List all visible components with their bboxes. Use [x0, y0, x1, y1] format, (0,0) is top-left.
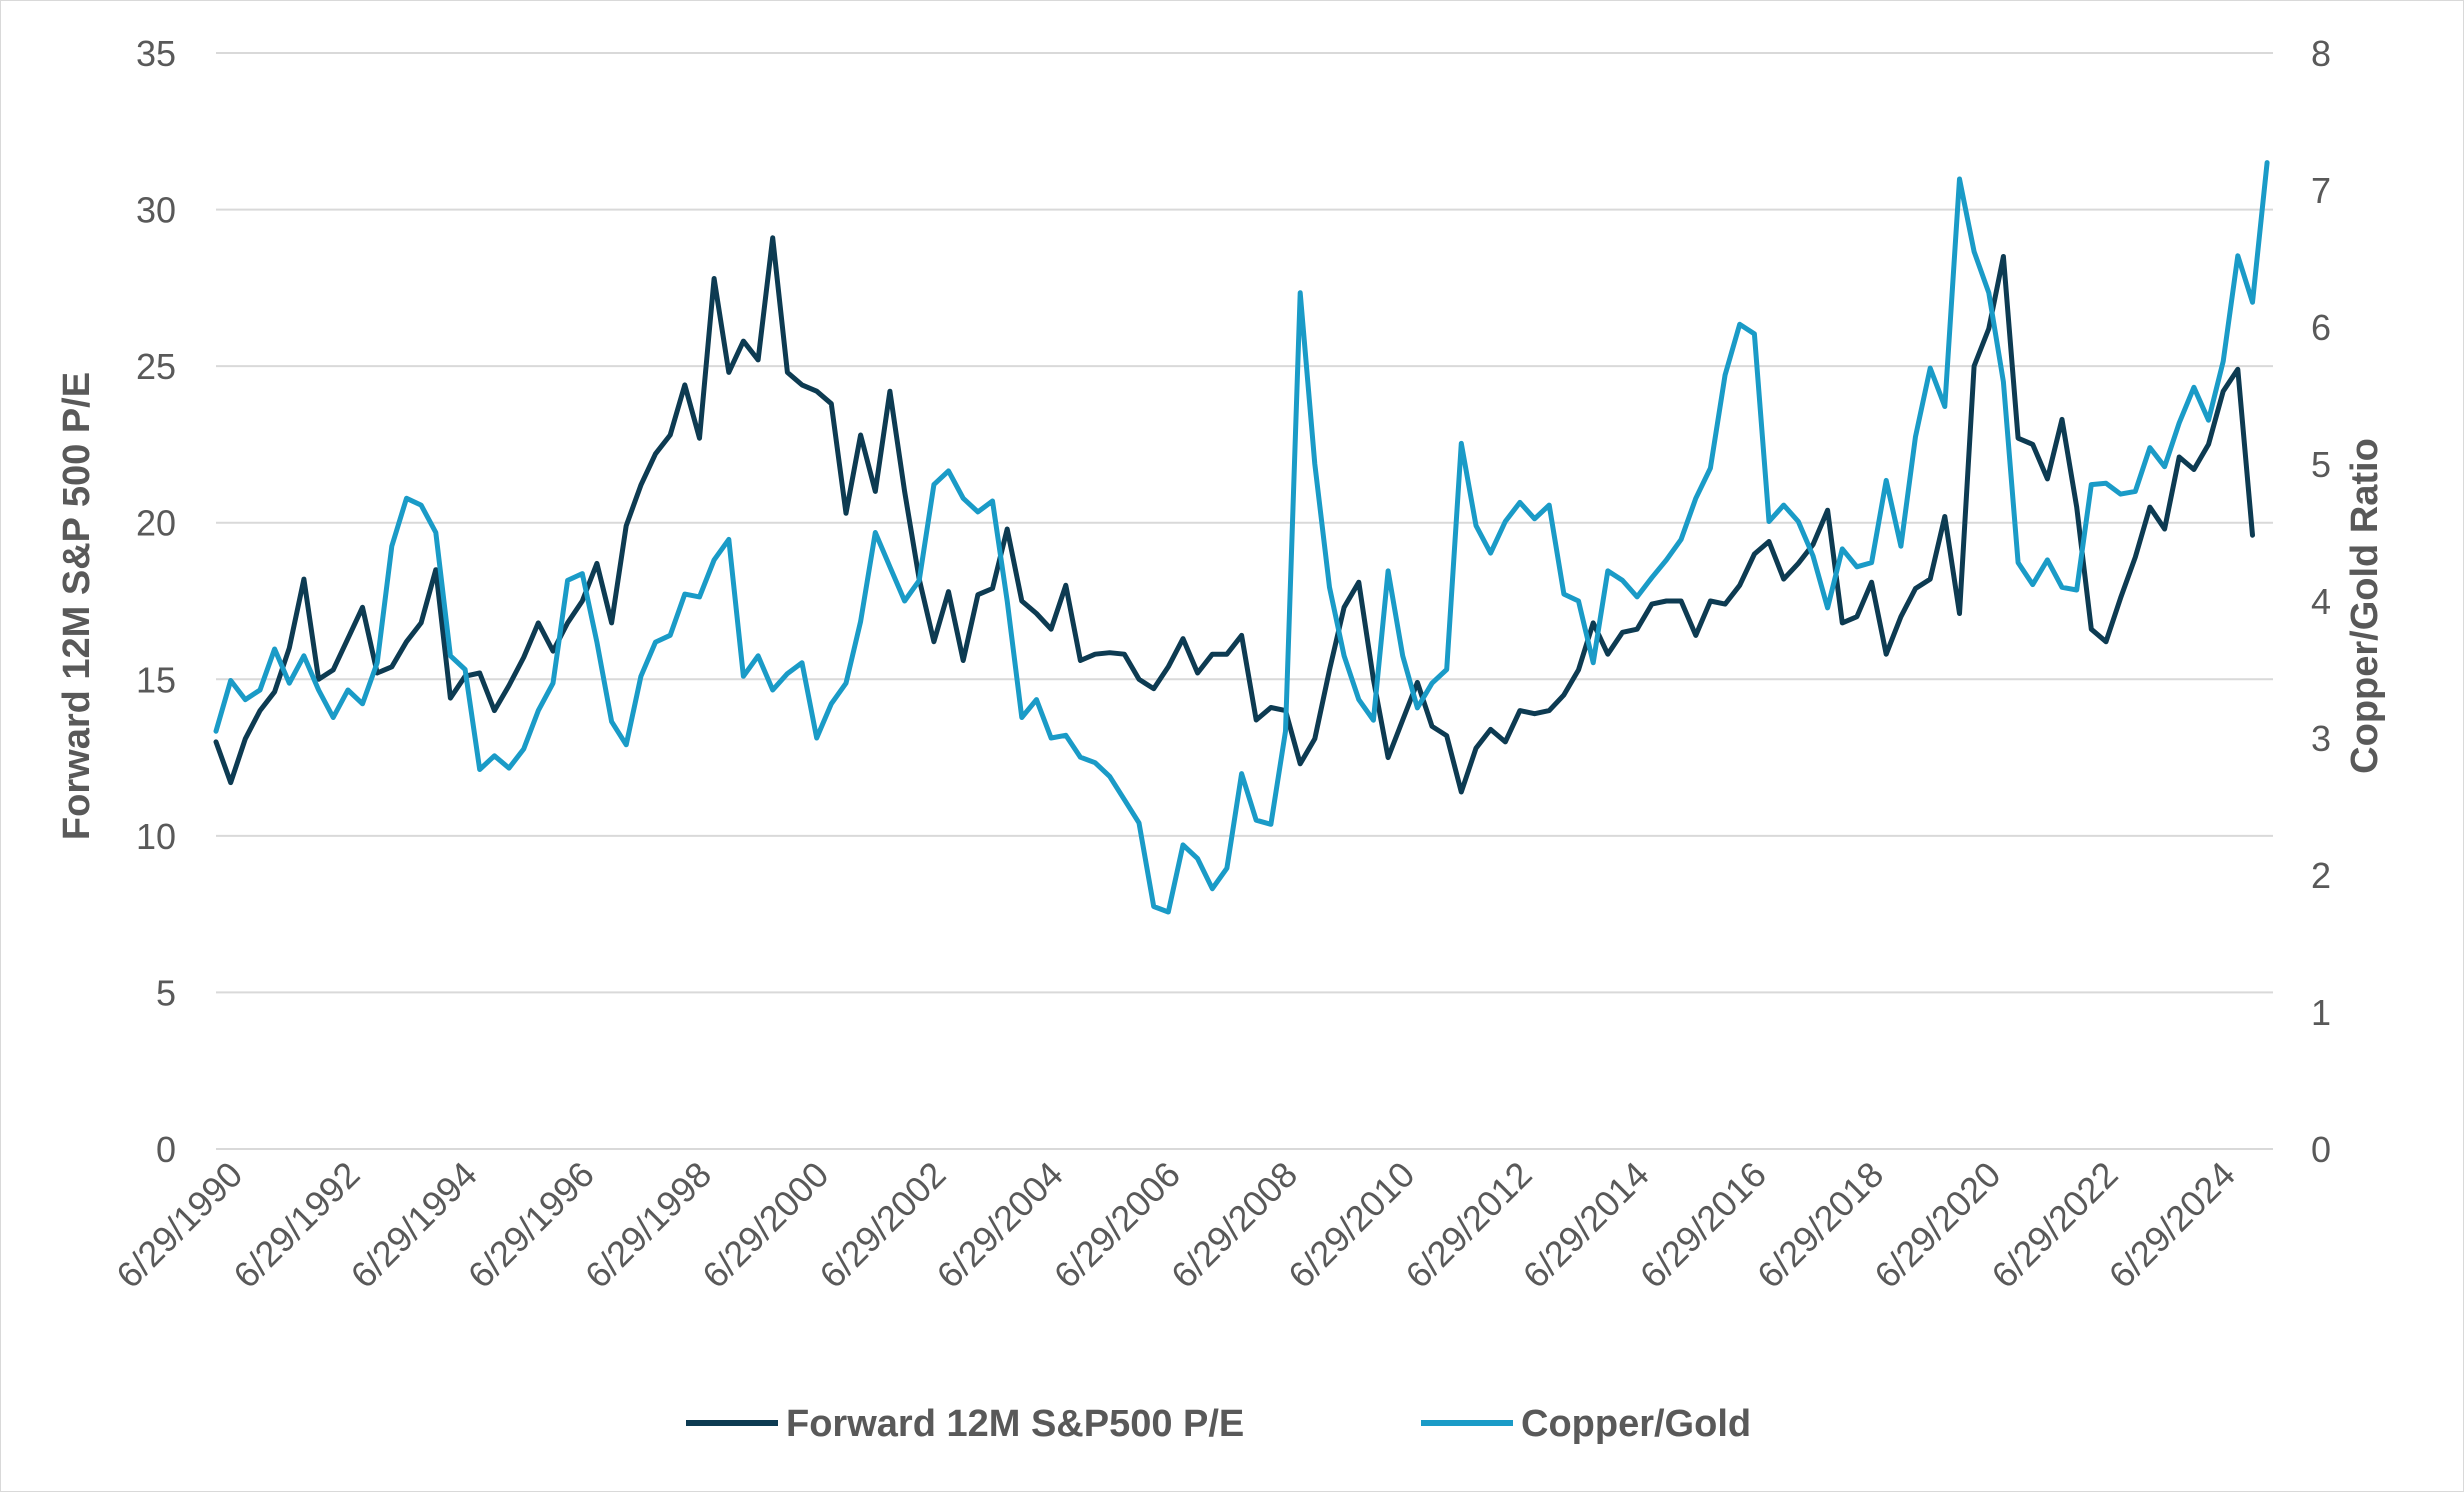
- x-tick-label: 6/29/2022: [1983, 1154, 2125, 1296]
- legend-label-copper-gold: Copper/Gold: [1521, 1403, 1751, 1445]
- x-tick-label: 6/29/2020: [1866, 1154, 2008, 1296]
- x-tick-label: 6/29/2006: [1046, 1154, 1188, 1296]
- right-tick-label: 0: [2311, 1129, 2331, 1170]
- x-tick-label: 6/29/2008: [1163, 1154, 1305, 1296]
- x-tick-label: 6/29/1994: [343, 1154, 485, 1296]
- series-line-pe: [213, 235, 2255, 795]
- x-tick-label: 6/29/1992: [225, 1154, 367, 1296]
- x-tick-label: 6/29/2016: [1632, 1154, 1774, 1296]
- x-tick-label: 6/29/2018: [1749, 1154, 1891, 1296]
- right-tick-label: 4: [2311, 581, 2331, 622]
- left-tick-label: 10: [136, 816, 176, 857]
- x-tick-label: 6/29/1996: [460, 1154, 602, 1296]
- x-tick-label: 6/29/2004: [929, 1154, 1071, 1296]
- right-axis-ticks: 0 1 2 3 4 5 6 7 8: [2311, 33, 2331, 1170]
- x-tick-label: 6/29/2010: [1280, 1154, 1422, 1296]
- left-tick-label: 15: [136, 659, 176, 700]
- left-tick-label: 5: [156, 972, 176, 1013]
- right-tick-label: 8: [2311, 33, 2331, 74]
- left-tick-label: 0: [156, 1129, 176, 1170]
- x-tick-label: 6/29/2012: [1397, 1154, 1539, 1296]
- right-tick-label: 6: [2311, 307, 2331, 348]
- x-tick-label: 6/29/2000: [694, 1154, 836, 1296]
- right-axis-title: Copper/Gold Ratio: [2344, 438, 2386, 774]
- x-tick-label: 6/29/2024: [2101, 1154, 2243, 1296]
- x-axis-ticks: 6/29/19906/29/19926/29/19946/29/19966/29…: [108, 1154, 2243, 1296]
- right-tick-label: 5: [2311, 444, 2331, 485]
- right-tick-label: 7: [2311, 170, 2331, 211]
- legend: Forward 12M S&P500 P/E Copper/Gold: [686, 1403, 1751, 1445]
- x-tick-label: 6/29/1990: [108, 1154, 250, 1296]
- plot-series: [213, 160, 2270, 915]
- x-tick-label: 6/29/1998: [577, 1154, 719, 1296]
- left-tick-label: 35: [136, 33, 176, 74]
- right-tick-label: 2: [2311, 855, 2331, 896]
- x-tick-label: 6/29/2002: [811, 1154, 953, 1296]
- series-line-copper-gold: [213, 160, 2270, 915]
- left-axis-ticks: 0 5 10 15 20 25 30 35: [136, 33, 176, 1170]
- left-tick-label: 30: [136, 190, 176, 231]
- left-tick-label: 20: [136, 503, 176, 544]
- right-tick-label: 3: [2311, 718, 2331, 759]
- right-tick-label: 1: [2311, 992, 2331, 1033]
- legend-label-pe: Forward 12M S&P500 P/E: [786, 1403, 1244, 1445]
- x-tick-label: 6/29/2014: [1515, 1154, 1657, 1296]
- left-tick-label: 25: [136, 346, 176, 387]
- gridlines: [216, 52, 2273, 1150]
- left-axis-title: Forward 12M S&P 500 P/E: [56, 372, 98, 840]
